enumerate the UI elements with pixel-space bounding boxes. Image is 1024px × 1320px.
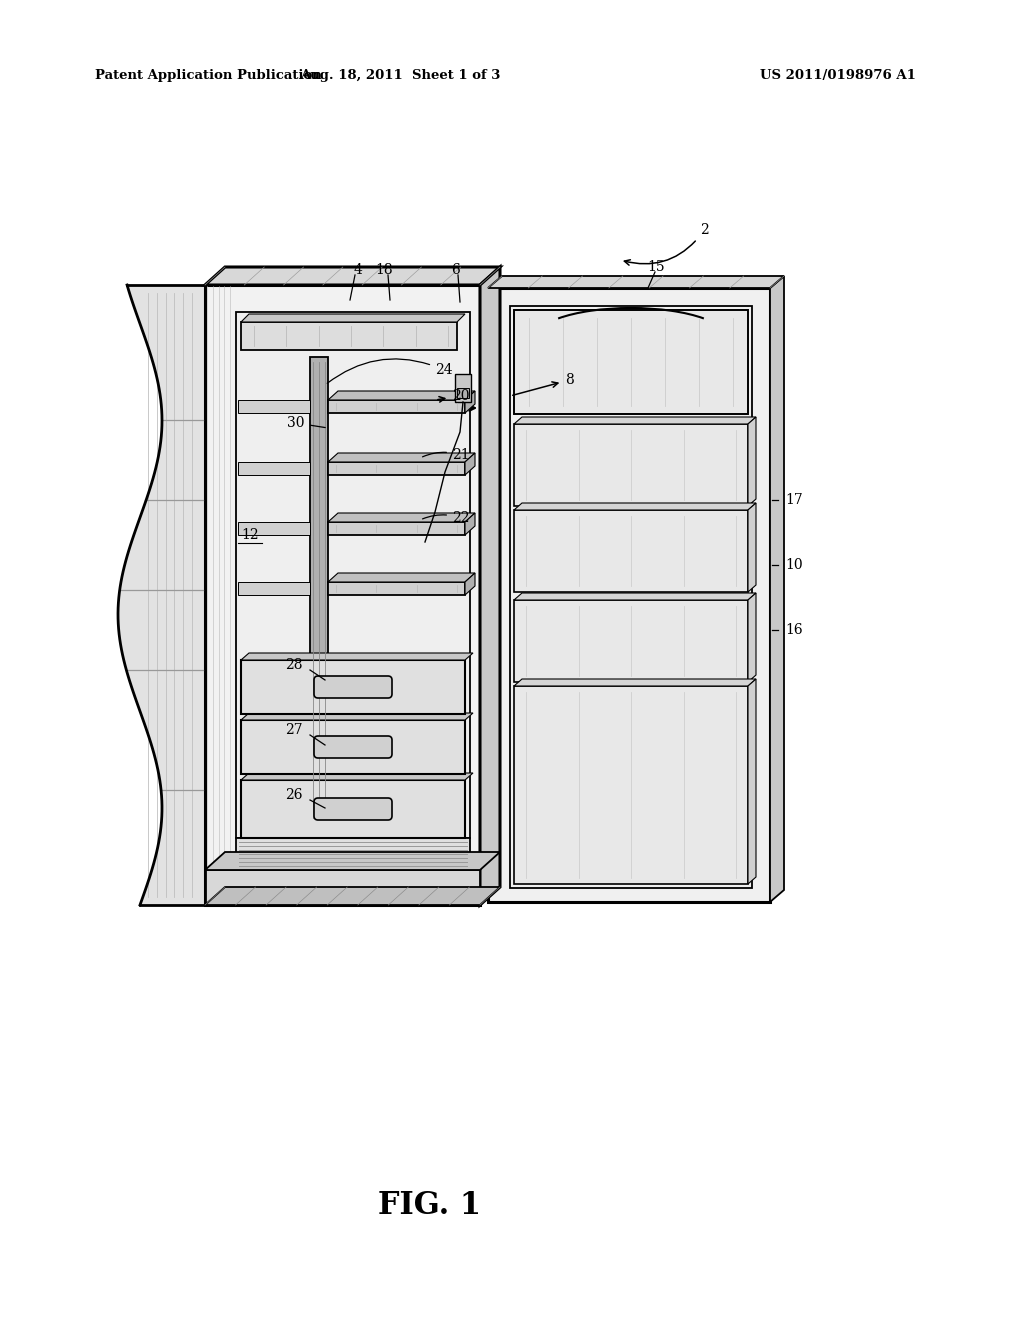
Bar: [514, 686, 748, 884]
Bar: [514, 510, 748, 591]
FancyBboxPatch shape: [314, 799, 392, 820]
Polygon shape: [241, 713, 473, 719]
Bar: [241, 780, 465, 838]
Bar: [328, 521, 465, 535]
Bar: [238, 582, 310, 595]
Polygon shape: [328, 513, 475, 521]
Text: 8: 8: [513, 374, 573, 395]
Polygon shape: [328, 391, 475, 400]
Polygon shape: [465, 513, 475, 535]
Bar: [328, 462, 465, 475]
Text: 30: 30: [288, 416, 326, 430]
Polygon shape: [205, 851, 500, 870]
Text: 4: 4: [353, 263, 362, 277]
Text: US 2011/0198976 A1: US 2011/0198976 A1: [760, 69, 915, 82]
Polygon shape: [465, 391, 475, 413]
Polygon shape: [328, 573, 475, 582]
Text: 28: 28: [286, 657, 303, 672]
Polygon shape: [328, 453, 475, 462]
Bar: [328, 582, 465, 595]
Polygon shape: [118, 285, 205, 906]
Polygon shape: [205, 887, 500, 906]
Text: 16: 16: [785, 623, 803, 638]
Polygon shape: [514, 417, 756, 424]
Bar: [238, 521, 310, 535]
Text: 15: 15: [647, 260, 665, 275]
Bar: [241, 719, 465, 774]
Bar: [455, 374, 471, 403]
Polygon shape: [748, 417, 756, 506]
Text: 22: 22: [423, 511, 469, 525]
Bar: [514, 424, 748, 506]
Bar: [488, 288, 770, 902]
Bar: [236, 312, 470, 838]
Bar: [514, 310, 748, 414]
Text: 10: 10: [785, 558, 803, 572]
FancyBboxPatch shape: [314, 676, 392, 698]
Bar: [205, 285, 480, 906]
Polygon shape: [748, 593, 756, 682]
Polygon shape: [465, 453, 475, 475]
FancyBboxPatch shape: [314, 737, 392, 758]
Polygon shape: [241, 314, 465, 322]
Text: 12: 12: [242, 528, 259, 543]
Bar: [457, 388, 469, 399]
Polygon shape: [488, 276, 784, 288]
Bar: [238, 462, 310, 475]
Text: 17: 17: [785, 492, 803, 507]
Polygon shape: [514, 678, 756, 686]
Bar: [328, 400, 465, 413]
Bar: [241, 322, 457, 350]
Polygon shape: [514, 503, 756, 510]
Bar: [238, 400, 310, 413]
Bar: [310, 356, 328, 822]
Text: 6: 6: [451, 263, 460, 277]
Text: 27: 27: [286, 723, 303, 737]
Polygon shape: [465, 573, 475, 595]
Text: 26: 26: [286, 788, 303, 803]
Polygon shape: [748, 678, 756, 884]
Text: Aug. 18, 2011  Sheet 1 of 3: Aug. 18, 2011 Sheet 1 of 3: [300, 69, 500, 82]
Polygon shape: [241, 774, 473, 780]
Polygon shape: [241, 653, 473, 660]
Polygon shape: [480, 267, 500, 906]
Text: FIG. 1: FIG. 1: [379, 1189, 481, 1221]
Bar: [241, 660, 465, 714]
Text: 2: 2: [625, 223, 709, 265]
Polygon shape: [514, 593, 756, 601]
Polygon shape: [748, 503, 756, 591]
Bar: [514, 601, 748, 682]
Polygon shape: [770, 276, 784, 902]
Polygon shape: [205, 267, 500, 285]
Text: 20: 20: [437, 389, 469, 403]
Text: 18: 18: [375, 263, 393, 277]
Bar: [510, 306, 752, 888]
Text: 24: 24: [328, 359, 453, 383]
Text: 21: 21: [423, 447, 470, 462]
Text: Patent Application Publication: Patent Application Publication: [95, 69, 322, 82]
Bar: [205, 870, 480, 906]
Bar: [236, 838, 470, 870]
